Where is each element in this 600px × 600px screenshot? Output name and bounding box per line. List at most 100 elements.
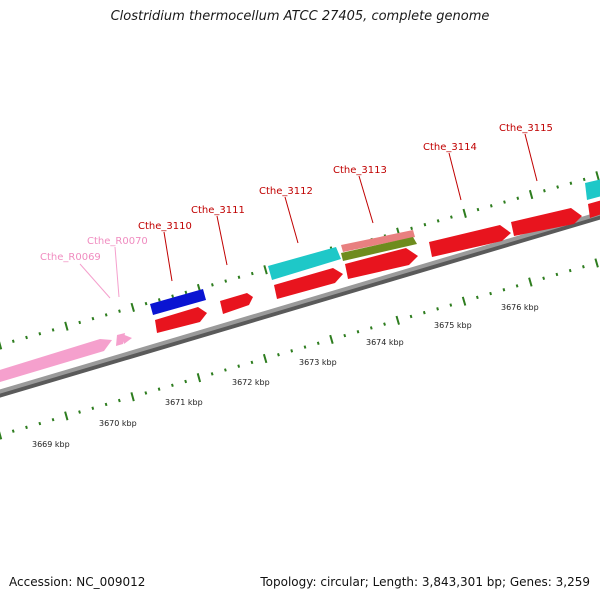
inner-ring-tick: [290, 349, 294, 353]
cds-reverse-3110[interactable]: [150, 289, 206, 315]
inner-ring-tick: [25, 425, 28, 430]
gene-label-3110[interactable]: Cthe_3110: [138, 221, 192, 232]
inner-ring-tick: [38, 421, 42, 426]
inner-ring-tick: [542, 276, 546, 280]
cds-forward-3110[interactable]: [155, 307, 207, 333]
outer-ring-tick: [250, 271, 254, 276]
outer-ring-tick: [489, 204, 493, 208]
outer-ring-tick: [528, 189, 534, 200]
leader-r0069: [79, 263, 111, 299]
backbone-shadow: [0, 213, 600, 398]
gene-label-3115[interactable]: Cthe_3115: [499, 123, 553, 134]
gene-label-3114[interactable]: Cthe_3114: [423, 142, 477, 153]
inner-ring-tick: [489, 291, 492, 296]
inner-ring-tick: [91, 406, 95, 410]
outer-ring-tick: [51, 328, 55, 332]
kbp-label-3671: 3671 kbp: [165, 398, 203, 407]
gene-label-3112[interactable]: Cthe_3112: [259, 186, 313, 197]
outer-ring-tick: [450, 215, 453, 219]
kbp-labels: 3669 kbp 3670 kbp 3671 kbp 3672 kbp 3673…: [32, 303, 539, 449]
features: [0, 179, 600, 385]
inner-ring-tick: [250, 360, 254, 365]
inner-ring-tick: [224, 368, 227, 372]
cds-forward-edge[interactable]: [588, 200, 600, 218]
inner-tick-ring: [0, 258, 599, 440]
outer-ring-tick: [237, 275, 241, 279]
gene-label-3113[interactable]: Cthe_3113: [333, 165, 387, 176]
inner-ring-tick: [395, 315, 400, 325]
inner-ring-tick: [568, 268, 572, 273]
inner-ring-tick: [144, 391, 148, 395]
inner-ring-tick: [369, 326, 373, 330]
outer-ring-tick: [410, 226, 413, 231]
outer-ring-tick: [64, 321, 69, 331]
kbp-label-3672: 3672 kbp: [232, 378, 270, 387]
inner-ring-tick: [277, 353, 280, 357]
outer-ring-tick: [157, 298, 161, 302]
rna-feature-r0070b[interactable]: [122, 334, 132, 344]
cyan-feature-edge[interactable]: [585, 179, 600, 200]
inner-ring-tick: [475, 295, 479, 300]
salmon-feature-3113[interactable]: [341, 230, 415, 252]
inner-ring-tick: [262, 353, 268, 364]
inner-ring-tick: [343, 333, 347, 338]
cds-forward-3111[interactable]: [220, 293, 253, 314]
outer-ring-tick: [582, 177, 586, 182]
cyan-feature-3112[interactable]: [268, 247, 341, 280]
inner-ring-tick: [316, 341, 320, 345]
outer-ring-tick: [25, 335, 28, 340]
kbp-label-3673: 3673 kbp: [299, 358, 337, 367]
olive-feature-3113[interactable]: [341, 237, 417, 261]
outer-ring-tick: [224, 279, 228, 283]
cds-forward-3114[interactable]: [429, 225, 511, 257]
accession-text: Accession: NC_009012: [9, 575, 146, 589]
inner-ring-tick: [210, 372, 214, 376]
inner-ring-tick: [449, 303, 453, 307]
inner-ring-tick: [422, 310, 426, 315]
inner-ring-tick: [303, 345, 307, 349]
leader-3114: [448, 152, 462, 201]
outer-ring-tick: [211, 283, 214, 287]
inner-ring-tick: [157, 387, 161, 391]
outer-ring-tick: [171, 294, 174, 298]
topology-text: Topology: circular; Length: 3,843,301 bp…: [260, 575, 590, 589]
inner-ring-tick: [329, 334, 334, 344]
cds-forward-3113[interactable]: [345, 248, 418, 279]
inner-ring-tick: [64, 411, 69, 421]
gene-label-3111[interactable]: Cthe_3111: [191, 205, 245, 216]
kbp-label-3674: 3674 kbp: [366, 338, 404, 347]
outer-ring-tick: [184, 290, 188, 295]
gene-label-r0070[interactable]: Cthe_R0070: [87, 236, 148, 247]
backbone: [0, 211, 600, 394]
inner-ring-tick: [184, 379, 188, 384]
inner-ring-tick: [502, 288, 506, 292]
inner-ring-tick: [0, 431, 3, 440]
inner-ring-tick: [11, 429, 15, 433]
gene-label-r0069[interactable]: Cthe_R0069: [40, 252, 101, 263]
outer-ring-tick: [436, 219, 440, 223]
outer-ring-tick: [130, 302, 135, 312]
outer-ring-tick: [78, 320, 82, 325]
kbp-label-3669: 3669 kbp: [32, 440, 70, 449]
inner-ring-tick: [555, 272, 559, 277]
outer-ring-tick: [263, 265, 268, 275]
kbp-label-3670: 3670 kbp: [99, 419, 137, 428]
inner-ring-tick: [461, 296, 467, 306]
leader-3110: [163, 231, 173, 282]
outer-ring-tick: [91, 316, 95, 321]
cds-forward-3112[interactable]: [274, 268, 343, 299]
inner-ring-tick: [383, 322, 386, 326]
outer-ring-tick: [462, 208, 467, 218]
outer-ring-tick: [144, 301, 148, 306]
outer-ring-tick: [595, 171, 600, 181]
inner-ring-tick: [528, 277, 533, 287]
inner-ring-tick: [196, 373, 202, 383]
outer-ring-tick: [503, 200, 506, 204]
leader-3111: [216, 215, 228, 266]
rna-feature-r0069[interactable]: [0, 339, 112, 385]
inner-ring-tick: [130, 392, 135, 402]
outer-ring-tick: [543, 189, 546, 193]
cds-forward-3115[interactable]: [511, 208, 582, 236]
leader-3113: [358, 175, 374, 224]
